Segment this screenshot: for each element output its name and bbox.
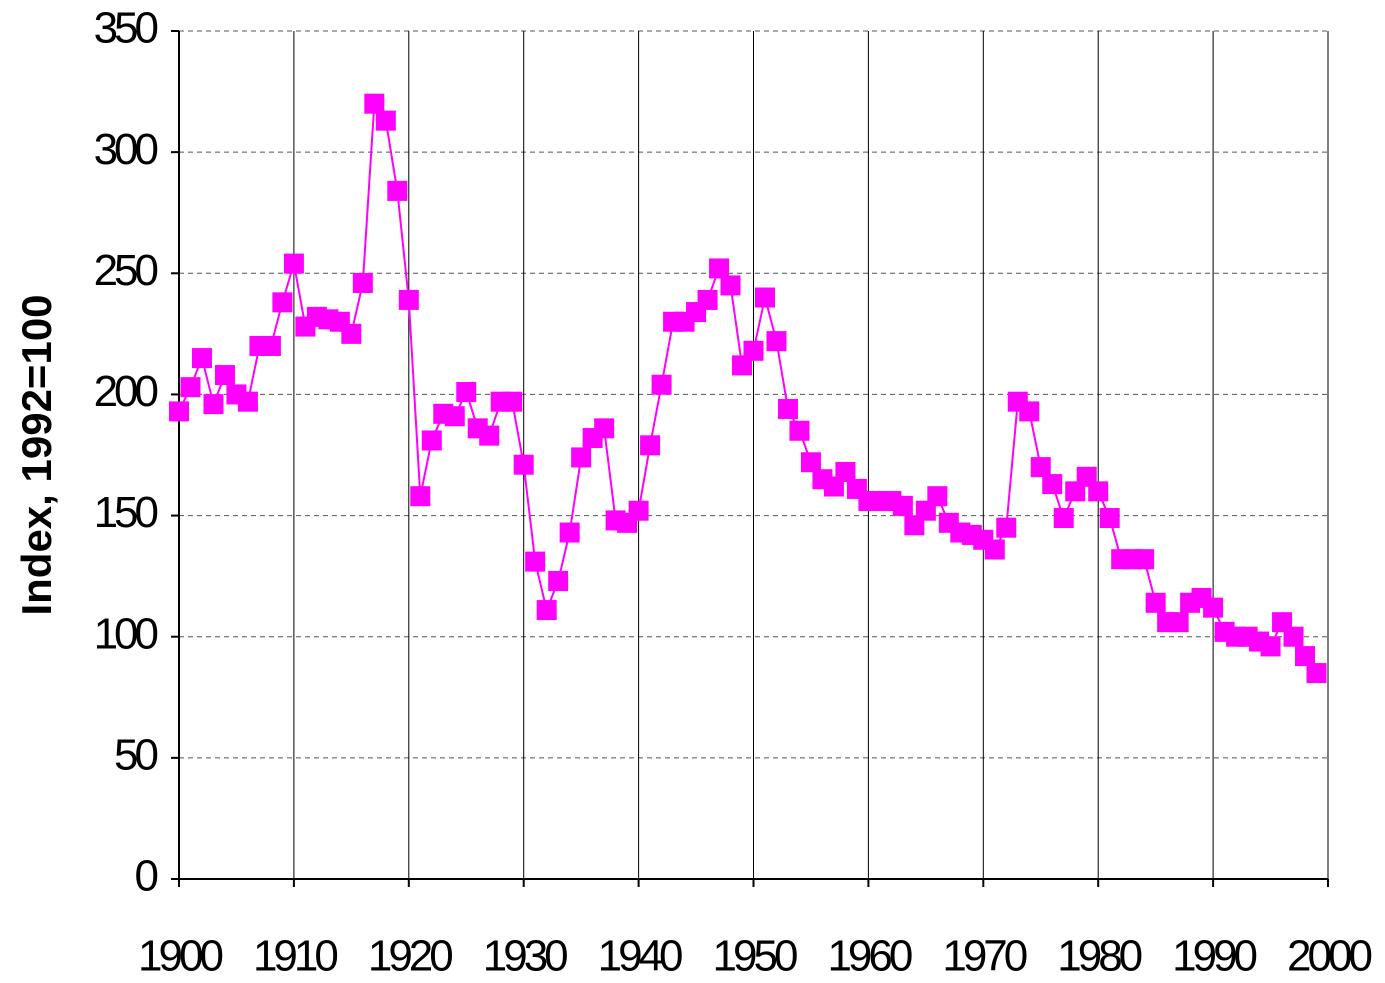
y-tick-label: 50 [114, 730, 157, 779]
data-point [1053, 507, 1074, 528]
data-point [237, 391, 258, 412]
data-point [640, 435, 661, 456]
data-point [777, 398, 798, 419]
data-point [594, 418, 615, 439]
data-point [559, 522, 580, 543]
data-point [536, 600, 557, 621]
data-point [1260, 636, 1281, 657]
x-tick-label: 1910 [253, 932, 337, 981]
data-point [548, 570, 569, 591]
x-tick-label: 1970 [942, 932, 1026, 981]
data-point [1019, 401, 1040, 422]
data-point [352, 272, 373, 293]
data-point [272, 292, 293, 313]
data-point [651, 374, 672, 395]
data-point [260, 335, 281, 356]
x-tick-label: 1900 [138, 932, 222, 981]
data-point [743, 340, 764, 361]
y-tick-label: 350 [94, 4, 158, 53]
data-point [835, 461, 856, 482]
data-point [203, 394, 224, 415]
data-point [1030, 457, 1051, 478]
data-point [169, 401, 189, 422]
x-tick-label: 2000 [1287, 932, 1371, 981]
data-point [754, 287, 775, 308]
data-point [800, 452, 821, 473]
data-point [513, 454, 534, 475]
data-point [927, 486, 948, 507]
data-point [1099, 507, 1120, 528]
data-point [1295, 646, 1316, 667]
data-point [364, 93, 385, 114]
data-point [341, 323, 362, 344]
data-point [1306, 663, 1327, 684]
data-point [191, 348, 212, 369]
y-axis-title: Index, 1992=100 [13, 294, 60, 615]
data-point [628, 500, 649, 521]
y-tick-label: 0 [135, 852, 158, 901]
y-tick-label: 100 [94, 609, 158, 658]
data-point [387, 180, 408, 201]
data-point [709, 258, 730, 279]
data-point [1145, 592, 1166, 613]
data-point [398, 289, 419, 310]
data-point [479, 425, 500, 446]
y-tick-label: 250 [94, 246, 158, 295]
data-point [502, 391, 523, 412]
data-point [571, 447, 592, 468]
data-point [1088, 481, 1109, 502]
x-tick-label: 1940 [598, 932, 682, 981]
data-point [697, 289, 718, 310]
y-tick-label: 150 [94, 488, 158, 537]
data-point [421, 430, 442, 451]
x-tick-label: 1930 [483, 932, 567, 981]
data-point [456, 382, 477, 403]
data-point [996, 517, 1017, 538]
data-point [720, 275, 741, 296]
x-tick-label: 1920 [368, 932, 452, 981]
x-tick-label: 1980 [1057, 932, 1141, 981]
data-point [283, 253, 304, 274]
data-point [789, 420, 810, 441]
data-line [178, 100, 1318, 674]
y-tick-label: 200 [94, 367, 158, 416]
data-point [766, 331, 787, 352]
data-point [984, 539, 1005, 560]
x-tick-label: 1960 [827, 932, 911, 981]
data-point [1283, 626, 1304, 647]
data-point [1203, 597, 1224, 618]
x-tick-label: 1990 [1172, 932, 1256, 981]
data-point [180, 377, 201, 398]
data-point [1134, 549, 1155, 570]
data-point [892, 495, 913, 516]
data-point [444, 406, 465, 427]
data-point [375, 110, 396, 131]
data-point [1042, 474, 1063, 495]
data-point [525, 551, 546, 572]
data-point [410, 486, 431, 507]
data-point [214, 365, 235, 386]
data-point [1168, 612, 1189, 633]
y-tick-label: 300 [94, 125, 158, 174]
x-tick-label: 1950 [713, 932, 797, 981]
